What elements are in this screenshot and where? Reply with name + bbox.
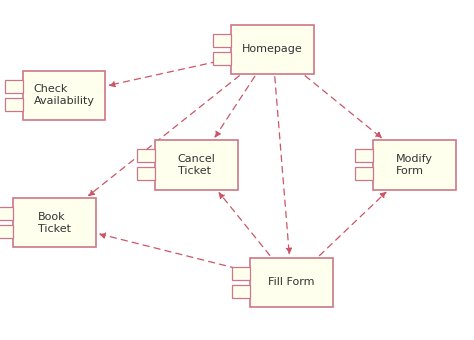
FancyBboxPatch shape <box>355 167 373 180</box>
FancyBboxPatch shape <box>23 71 105 120</box>
FancyBboxPatch shape <box>355 150 373 163</box>
FancyBboxPatch shape <box>5 98 23 111</box>
Text: Cancel
Ticket: Cancel Ticket <box>178 154 216 176</box>
FancyBboxPatch shape <box>13 198 96 248</box>
FancyBboxPatch shape <box>213 34 231 47</box>
FancyBboxPatch shape <box>250 258 333 307</box>
Text: Modify
Form: Modify Form <box>396 154 433 176</box>
Text: Fill Form: Fill Form <box>268 277 315 287</box>
FancyBboxPatch shape <box>5 80 23 93</box>
FancyBboxPatch shape <box>232 267 250 279</box>
Text: Book
Ticket: Book Ticket <box>38 212 71 234</box>
FancyBboxPatch shape <box>0 207 13 220</box>
FancyBboxPatch shape <box>137 167 155 180</box>
FancyBboxPatch shape <box>155 140 238 190</box>
FancyBboxPatch shape <box>373 140 456 190</box>
Text: Homepage: Homepage <box>242 44 303 54</box>
FancyBboxPatch shape <box>0 225 13 238</box>
FancyBboxPatch shape <box>231 24 314 74</box>
Text: Check
Availability: Check Availability <box>34 84 94 106</box>
FancyBboxPatch shape <box>137 150 155 163</box>
FancyBboxPatch shape <box>232 285 250 298</box>
FancyBboxPatch shape <box>213 52 231 65</box>
